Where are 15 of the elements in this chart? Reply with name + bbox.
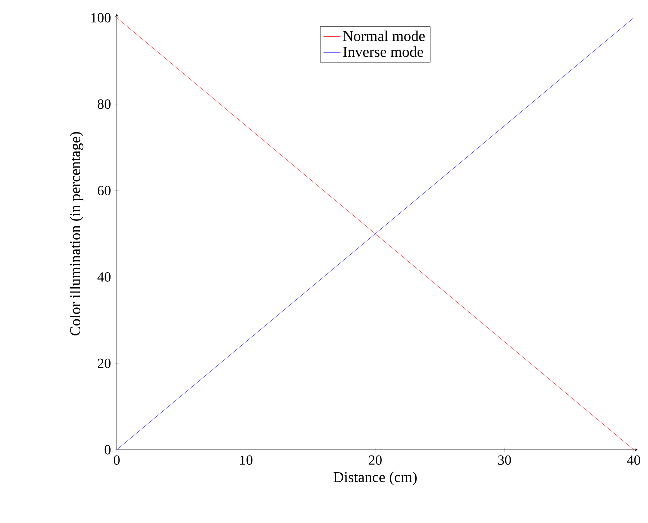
y-tick-label: 40 <box>98 272 111 282</box>
legend-label: Inverse mode <box>343 46 424 58</box>
x-tick-label: 40 <box>627 456 640 466</box>
y-tick-label: 0 <box>104 445 111 455</box>
y-tick-label: 100 <box>92 13 111 23</box>
x-axis-title: Distance (cm) <box>334 472 417 486</box>
y-tick-label: 80 <box>98 100 111 110</box>
x-tick-label: 20 <box>369 456 382 466</box>
y-tick-label: 20 <box>98 358 111 368</box>
x-tick-label: 30 <box>498 456 512 466</box>
x-tick-label: 0 <box>114 456 120 466</box>
y-tick-label: 60 <box>98 186 111 196</box>
x-tick-label: 10 <box>240 456 253 466</box>
y-axis-title: Color illumination (in percentage) <box>70 132 84 336</box>
legend-label: Normal mode <box>343 30 425 42</box>
